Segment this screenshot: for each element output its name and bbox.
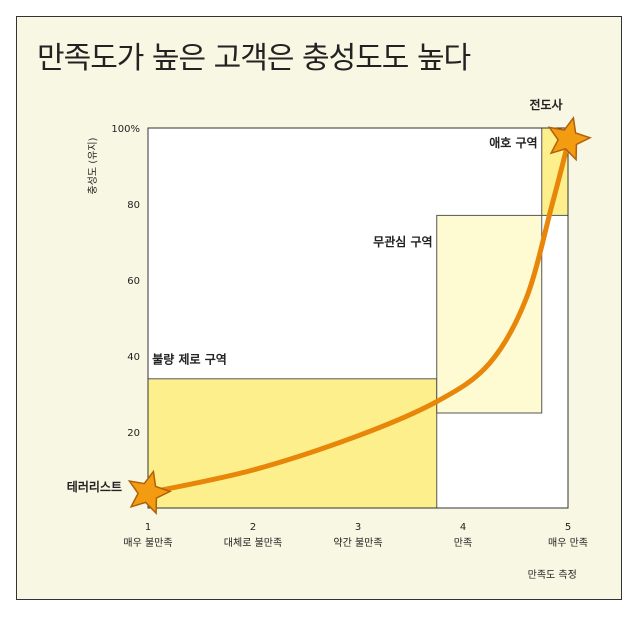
y-tick-label: 20 [127,428,140,439]
x-tick-label: 대체로 불만족 [224,537,282,549]
x-tick-label: 매우 만족 [548,537,588,549]
loyalty-curve [145,140,571,496]
x-axis-label: 만족도 측정 [528,569,577,581]
chart-panel: 만족도가 높은 고객은 충성도도 높다 불량 제로 구역 무관심 구역 애호 구역 2… [16,16,622,600]
zone-label-2: 애호 구역 [489,135,537,150]
y-tick-label: 60 [127,276,140,287]
zone-label-1: 무관심 구역 [373,234,432,249]
plot-border [147,127,569,509]
y-tick-label: 100% [111,124,140,135]
x-tick-number: 3 [355,522,361,533]
chart-title: 만족도가 높은 고객은 충성도도 높다 [37,41,471,76]
y-axis-label: 충성도 (유지) [87,137,99,194]
apostle-star-icon [547,116,592,162]
x-tick-number: 5 [565,522,571,533]
endpoint-label-apostle: 전도사 [529,97,562,112]
zone-rect-0 [147,378,438,509]
y-tick-label: 80 [127,200,140,211]
x-tick-label: 매우 불만족 [123,537,172,549]
x-tick-number: 2 [250,522,256,533]
zone-label-0: 불량 제로 구역 [152,352,227,367]
x-tick-label: 만족 [454,537,472,549]
terrorist-star-icon [127,469,172,516]
x-tick-number: 1 [145,522,151,533]
x-tick-label: 약간 불만족 [333,537,382,549]
y-tick-label: 40 [127,352,140,363]
loyalty-satisfaction-chart: 불량 제로 구역 무관심 구역 애호 구역 20 40 60 80 100% 충성도 (유지) 1… [67,97,592,581]
endpoint-label-terrorist: 테러리스트 [67,479,122,494]
zone-rect-1 [436,214,543,414]
x-tick-number: 4 [460,522,466,533]
